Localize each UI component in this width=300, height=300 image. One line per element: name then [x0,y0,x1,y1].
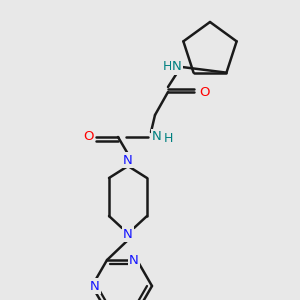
Text: H: H [162,61,172,74]
Text: N: N [123,154,133,166]
Text: H: H [163,131,173,145]
Text: O: O [83,130,93,143]
Text: N: N [172,61,182,74]
Text: O: O [199,85,209,98]
Text: N: N [152,130,162,143]
Text: N: N [129,254,139,266]
Text: N: N [123,227,133,241]
Text: N: N [90,280,100,292]
